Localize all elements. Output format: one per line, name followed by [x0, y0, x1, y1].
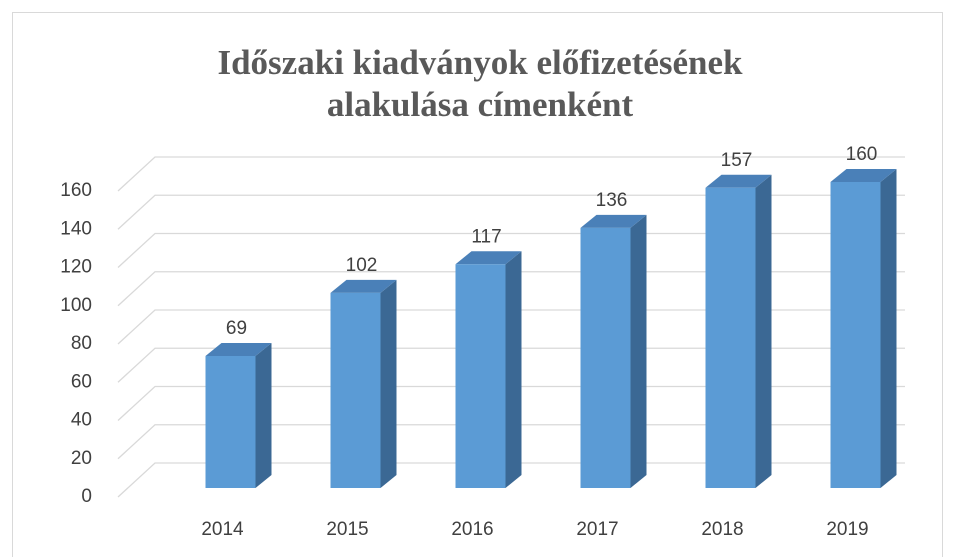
bar-side	[380, 279, 397, 488]
y-tick-label: 60	[71, 371, 92, 392]
value-label: 136	[596, 190, 628, 211]
x-tick-label: 2019	[826, 519, 868, 540]
bar-top	[205, 343, 272, 357]
y-tick-label: 80	[71, 333, 92, 354]
grid-line	[117, 271, 905, 307]
bar-side	[880, 169, 897, 488]
y-tick-label: 20	[71, 448, 92, 469]
grid-line	[117, 462, 905, 498]
bar-front	[455, 264, 506, 488]
bar	[205, 343, 272, 488]
bar	[455, 251, 522, 488]
x-tick-label: 2017	[576, 519, 618, 540]
value-label: 102	[346, 255, 378, 276]
bar-side	[755, 174, 772, 489]
bar	[705, 174, 772, 489]
x-tick-label: 2015	[326, 519, 368, 540]
bar-front	[580, 227, 631, 488]
value-label: 117	[471, 226, 501, 247]
chart-frame	[12, 12, 943, 557]
chart-title: Időszaki kiadványok előfizetésének alaku…	[217, 43, 743, 124]
grid-line	[117, 309, 905, 345]
x-tick-label: 2018	[701, 519, 743, 540]
bar-top	[580, 214, 647, 228]
bar-front	[205, 356, 256, 488]
bar-front	[705, 187, 756, 489]
bar-top	[705, 174, 772, 188]
grid-line	[117, 424, 905, 460]
x-tick-label: 2014	[201, 519, 244, 540]
bar-top	[330, 279, 397, 293]
y-tick-label: 120	[60, 257, 92, 278]
grid-line	[117, 156, 905, 192]
grid-line	[117, 194, 905, 230]
grid-line	[117, 347, 905, 383]
y-tick-label: 40	[71, 410, 92, 431]
value-label: 160	[846, 144, 878, 165]
bar-front	[330, 292, 381, 488]
y-tick-label: 140	[60, 218, 92, 239]
bar	[580, 214, 647, 488]
bar	[830, 169, 897, 488]
value-label: 69	[226, 318, 247, 339]
bar-side	[255, 343, 272, 488]
value-label: 157	[721, 150, 753, 171]
y-tick-label: 100	[60, 295, 92, 316]
bar-top	[830, 169, 897, 182]
bar	[330, 279, 397, 488]
grid-line	[117, 232, 905, 268]
bar-front	[830, 182, 881, 488]
bar-side	[630, 214, 647, 488]
grid-line	[117, 385, 905, 421]
y-tick-label: 0	[81, 486, 92, 507]
y-tick-label: 160	[60, 180, 92, 201]
bar-top	[455, 251, 522, 265]
bar-side	[505, 251, 522, 488]
x-tick-label: 2016	[451, 519, 493, 540]
